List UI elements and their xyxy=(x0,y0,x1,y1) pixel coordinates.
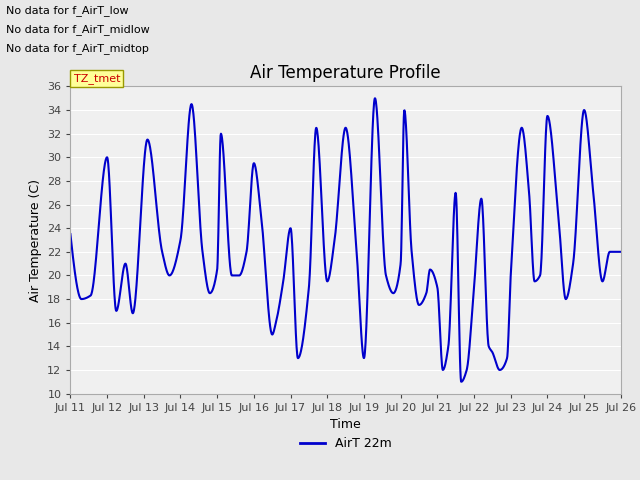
Text: No data for f_AirT_low: No data for f_AirT_low xyxy=(6,5,129,16)
Text: No data for f_AirT_midlow: No data for f_AirT_midlow xyxy=(6,24,150,35)
Y-axis label: Air Temperature (C): Air Temperature (C) xyxy=(29,179,42,301)
X-axis label: Time: Time xyxy=(330,418,361,431)
Text: TZ_tmet: TZ_tmet xyxy=(74,73,120,84)
Text: No data for f_AirT_midtop: No data for f_AirT_midtop xyxy=(6,43,149,54)
Title: Air Temperature Profile: Air Temperature Profile xyxy=(250,64,441,82)
Legend: AirT 22m: AirT 22m xyxy=(295,432,396,455)
